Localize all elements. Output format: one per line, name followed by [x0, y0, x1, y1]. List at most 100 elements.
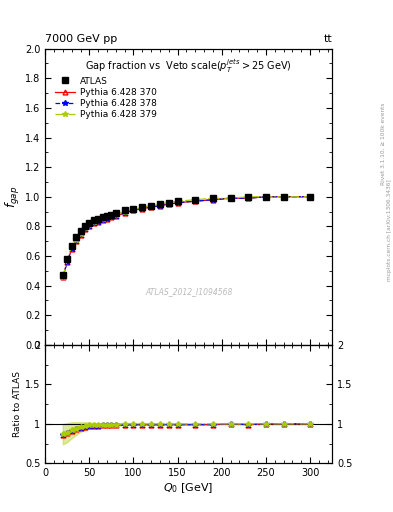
ATLAS [114, 210, 118, 216]
Pythia 6.428 379 [65, 258, 70, 264]
Pythia 6.428 378 [100, 218, 105, 224]
Text: tt: tt [323, 33, 332, 44]
ATLAS [69, 243, 74, 249]
Pythia 6.428 370 [211, 197, 215, 203]
ATLAS [246, 194, 251, 200]
Text: ATLAS_2012_I1094568: ATLAS_2012_I1094568 [145, 287, 232, 296]
Pythia 6.428 370 [140, 205, 145, 211]
Pythia 6.428 379 [69, 244, 74, 250]
Pythia 6.428 379 [109, 213, 114, 219]
ATLAS [308, 194, 312, 200]
Pythia 6.428 378 [158, 203, 162, 209]
Pythia 6.428 370 [281, 194, 286, 200]
Pythia 6.428 379 [61, 273, 65, 280]
ATLAS [281, 194, 286, 200]
ATLAS [122, 207, 127, 213]
Pythia 6.428 370 [122, 210, 127, 216]
Pythia 6.428 379 [105, 215, 109, 221]
Pythia 6.428 378 [65, 259, 70, 265]
Pythia 6.428 370 [83, 226, 87, 232]
Line: Pythia 6.428 370: Pythia 6.428 370 [61, 195, 312, 279]
Pythia 6.428 378 [175, 200, 180, 206]
Pythia 6.428 370 [92, 220, 96, 226]
ATLAS [149, 203, 154, 209]
Pythia 6.428 378 [61, 273, 65, 280]
Text: 7000 GeV pp: 7000 GeV pp [45, 33, 118, 44]
Pythia 6.428 370 [74, 238, 79, 244]
Pythia 6.428 370 [158, 203, 162, 209]
Pythia 6.428 370 [175, 200, 180, 206]
ATLAS [87, 220, 92, 226]
Pythia 6.428 370 [114, 213, 118, 219]
Pythia 6.428 379 [100, 216, 105, 222]
Pythia 6.428 378 [308, 194, 312, 200]
Line: ATLAS: ATLAS [60, 194, 313, 278]
Text: Gap fraction vs  Veto scale($p_T^{jets}>$25 GeV): Gap fraction vs Veto scale($p_T^{jets}>$… [85, 57, 292, 75]
Pythia 6.428 378 [78, 232, 83, 239]
Legend: ATLAS, Pythia 6.428 370, Pythia 6.428 378, Pythia 6.428 379: ATLAS, Pythia 6.428 370, Pythia 6.428 37… [53, 74, 159, 122]
ATLAS [92, 218, 96, 224]
Pythia 6.428 378 [83, 226, 87, 232]
Pythia 6.428 378 [246, 195, 251, 201]
ATLAS [78, 228, 83, 234]
Pythia 6.428 379 [140, 204, 145, 210]
Pythia 6.428 378 [211, 197, 215, 203]
Pythia 6.428 378 [140, 205, 145, 211]
Pythia 6.428 370 [228, 195, 233, 201]
ATLAS [74, 233, 79, 240]
Pythia 6.428 378 [74, 238, 79, 244]
Pythia 6.428 379 [96, 218, 101, 224]
Pythia 6.428 370 [78, 232, 83, 239]
Pythia 6.428 379 [228, 195, 233, 201]
ATLAS [158, 201, 162, 207]
Pythia 6.428 379 [87, 222, 92, 228]
Pythia 6.428 370 [308, 194, 312, 200]
Text: Rivet 3.1.10, ≥ 100k events: Rivet 3.1.10, ≥ 100k events [381, 102, 386, 185]
Pythia 6.428 378 [69, 246, 74, 252]
Pythia 6.428 378 [92, 220, 96, 226]
Pythia 6.428 379 [166, 200, 171, 206]
Pythia 6.428 378 [131, 207, 136, 213]
Pythia 6.428 378 [96, 219, 101, 225]
Pythia 6.428 378 [149, 204, 154, 210]
ATLAS [109, 211, 114, 218]
Pythia 6.428 379 [78, 231, 83, 237]
Pythia 6.428 379 [264, 194, 268, 200]
ATLAS [211, 195, 215, 201]
Pythia 6.428 378 [166, 201, 171, 207]
Pythia 6.428 378 [281, 194, 286, 200]
Pythia 6.428 370 [87, 223, 92, 229]
ATLAS [131, 205, 136, 211]
X-axis label: $Q_0$ [GeV]: $Q_0$ [GeV] [163, 481, 214, 495]
ATLAS [228, 195, 233, 201]
Pythia 6.428 379 [308, 194, 312, 200]
Pythia 6.428 379 [122, 208, 127, 215]
Pythia 6.428 370 [61, 273, 65, 280]
Pythia 6.428 378 [105, 216, 109, 222]
Pythia 6.428 370 [69, 246, 74, 252]
Text: mcplots.cern.ch [arXiv:1306.3436]: mcplots.cern.ch [arXiv:1306.3436] [387, 180, 391, 281]
Pythia 6.428 379 [114, 211, 118, 218]
Pythia 6.428 370 [96, 219, 101, 225]
Pythia 6.428 370 [105, 216, 109, 222]
Pythia 6.428 379 [281, 194, 286, 200]
ATLAS [61, 272, 65, 279]
ATLAS [100, 215, 105, 221]
Pythia 6.428 379 [131, 207, 136, 213]
ATLAS [83, 223, 87, 229]
ATLAS [175, 198, 180, 204]
Pythia 6.428 370 [193, 198, 198, 204]
Pythia 6.428 370 [65, 259, 70, 265]
Pythia 6.428 378 [109, 215, 114, 221]
ATLAS [166, 200, 171, 206]
ATLAS [105, 213, 109, 219]
Pythia 6.428 370 [246, 195, 251, 201]
Pythia 6.428 378 [122, 210, 127, 216]
ATLAS [65, 256, 70, 262]
Pythia 6.428 379 [175, 198, 180, 204]
Pythia 6.428 379 [149, 203, 154, 209]
Pythia 6.428 370 [264, 194, 268, 200]
Pythia 6.428 379 [158, 201, 162, 207]
Pythia 6.428 379 [83, 225, 87, 231]
ATLAS [96, 216, 101, 222]
